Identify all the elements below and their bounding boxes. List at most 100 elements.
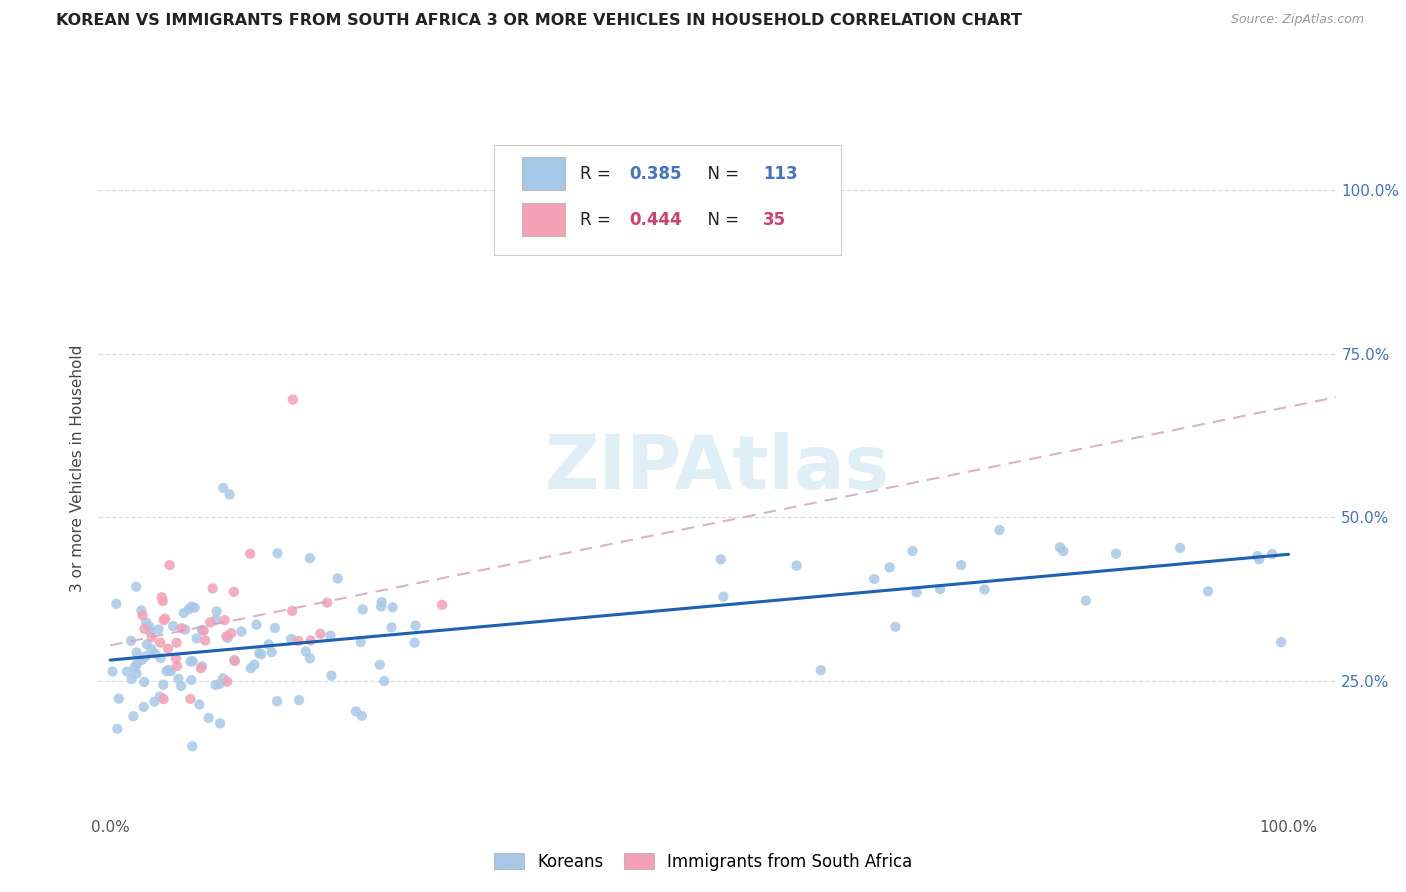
Point	[287, 634, 309, 648]
Point	[143, 647, 166, 661]
Text: Source: ZipAtlas.com: Source: ZipAtlas.com	[1230, 13, 1364, 27]
Point	[177, 602, 200, 616]
Point	[150, 591, 173, 605]
Point	[884, 620, 907, 634]
Point	[121, 672, 143, 686]
Point	[149, 635, 172, 649]
Text: R =: R =	[579, 165, 616, 183]
Point	[380, 620, 402, 634]
Point	[194, 633, 217, 648]
Point	[190, 661, 212, 675]
Point	[1049, 541, 1071, 555]
Point	[316, 596, 339, 610]
Point	[319, 629, 342, 643]
Text: 113: 113	[763, 165, 797, 183]
Point	[863, 572, 886, 586]
Point	[988, 523, 1011, 537]
Point	[180, 673, 202, 687]
Point	[183, 600, 205, 615]
Point	[125, 666, 148, 681]
Point	[217, 631, 239, 645]
Point	[204, 678, 226, 692]
Point	[152, 692, 174, 706]
Point	[201, 582, 224, 596]
Point	[188, 698, 211, 712]
Point	[298, 551, 321, 566]
Point	[197, 711, 219, 725]
Point	[370, 595, 392, 609]
Point	[108, 691, 131, 706]
Point	[222, 585, 245, 599]
Point	[148, 623, 170, 637]
Point	[186, 632, 208, 646]
Point	[162, 619, 184, 633]
Point	[212, 671, 235, 685]
Point	[1246, 549, 1268, 563]
Point	[131, 653, 153, 667]
Y-axis label: 3 or more Vehicles in Household: 3 or more Vehicles in Household	[70, 344, 86, 592]
Point	[344, 705, 367, 719]
Point	[152, 594, 174, 608]
Point	[174, 623, 197, 637]
Point	[134, 622, 156, 636]
Point	[166, 636, 188, 650]
Point	[295, 644, 318, 658]
Point	[166, 659, 188, 673]
Point	[224, 654, 246, 668]
Point	[239, 547, 262, 561]
Point	[181, 599, 204, 614]
Point	[115, 665, 138, 679]
Point	[125, 657, 148, 671]
Point	[135, 649, 157, 664]
Point	[139, 624, 162, 639]
Point	[321, 668, 343, 682]
Point	[141, 630, 163, 644]
Point	[288, 693, 311, 707]
Point	[157, 663, 180, 677]
Point	[105, 722, 128, 736]
Point	[149, 651, 172, 665]
Point	[281, 604, 304, 618]
Point	[152, 613, 174, 627]
Point	[212, 481, 235, 495]
Point	[149, 690, 172, 704]
Point	[143, 695, 166, 709]
Point	[231, 624, 253, 639]
Point	[250, 648, 273, 662]
Point	[160, 664, 183, 678]
Point	[125, 580, 148, 594]
Point	[173, 606, 195, 620]
Point	[105, 597, 128, 611]
FancyBboxPatch shape	[522, 157, 565, 190]
Point	[165, 651, 187, 665]
Point	[1052, 544, 1074, 558]
Point	[350, 635, 373, 649]
Point	[193, 624, 215, 638]
Point	[298, 651, 321, 665]
Text: 35: 35	[763, 211, 786, 228]
Point	[191, 623, 214, 637]
Point	[156, 641, 179, 656]
Point	[205, 604, 228, 618]
Point	[901, 544, 924, 558]
Point	[132, 699, 155, 714]
Point	[170, 621, 193, 635]
Point	[1074, 593, 1097, 607]
Point	[247, 646, 270, 660]
Point	[404, 635, 426, 649]
Point	[224, 653, 246, 667]
FancyBboxPatch shape	[495, 145, 841, 255]
Point	[905, 585, 928, 599]
Point	[181, 654, 204, 668]
Point	[239, 661, 262, 675]
Text: 0.444: 0.444	[630, 211, 682, 228]
Point	[1261, 547, 1284, 561]
Point	[786, 558, 808, 573]
Point	[131, 608, 153, 623]
Point	[135, 637, 157, 651]
Point	[352, 602, 374, 616]
Point	[1249, 552, 1271, 566]
Point	[167, 672, 190, 686]
Point	[266, 546, 288, 560]
Point	[134, 674, 156, 689]
